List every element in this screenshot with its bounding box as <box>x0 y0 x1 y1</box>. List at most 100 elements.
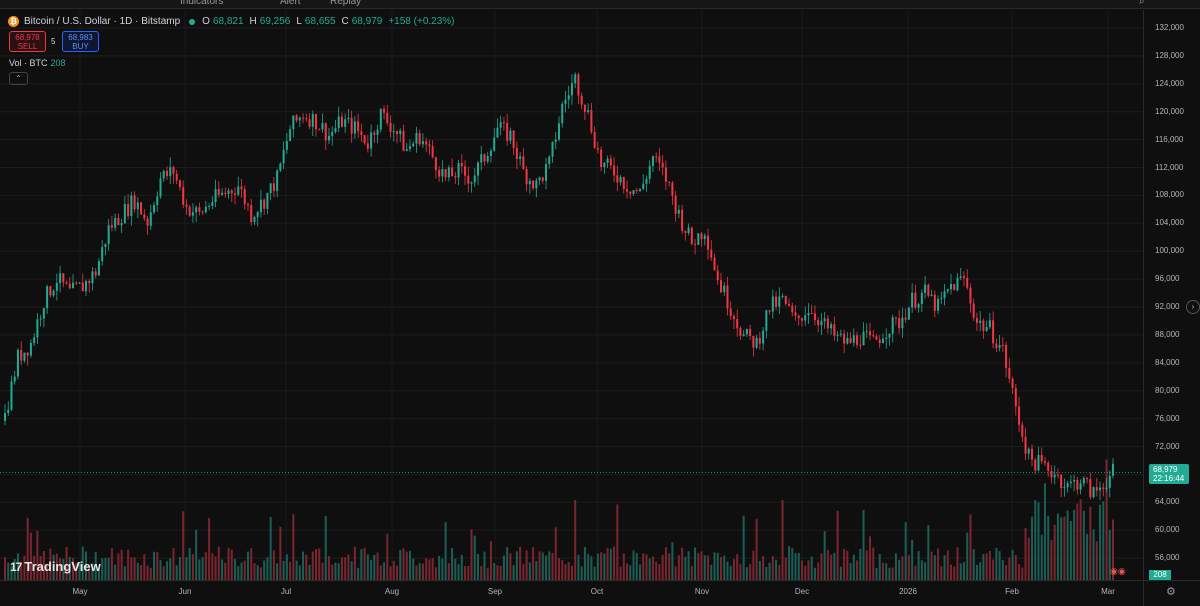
candle-body <box>674 195 677 214</box>
candle-body <box>386 112 389 124</box>
volume-bar <box>807 560 810 580</box>
candle-body <box>768 310 771 312</box>
volume-bar <box>732 559 735 580</box>
candle-body <box>97 261 100 276</box>
candle-body <box>227 190 230 194</box>
volume-bar <box>813 567 816 580</box>
volume-bar <box>719 556 722 580</box>
volume-bar <box>638 564 641 580</box>
symbol-title[interactable]: Bitcoin / U.S. Dollar · 1D · Bitstamp <box>24 16 181 27</box>
toolbar-alert[interactable]: Alert <box>280 0 301 7</box>
volume-bar <box>982 554 985 580</box>
candle-body <box>642 183 645 189</box>
candle-body <box>224 192 227 194</box>
candle-body <box>506 122 509 141</box>
volume-bar <box>995 548 998 580</box>
candle-body <box>7 409 10 414</box>
volume-bar <box>39 555 42 580</box>
volume-bar <box>486 567 489 580</box>
volume-bar <box>985 553 988 580</box>
toolbar-indicators[interactable]: Indicators <box>180 0 224 7</box>
volume-bar <box>587 554 590 580</box>
candle-body <box>661 162 664 168</box>
candle-body <box>885 337 888 339</box>
toolbar-replay[interactable]: Replay <box>330 0 362 7</box>
candle-body <box>1031 448 1034 460</box>
candle-body <box>3 413 7 421</box>
candle-body <box>1079 483 1082 490</box>
volume-bar <box>460 555 463 580</box>
top-right-icon[interactable]: ⌕ <box>1139 0 1145 7</box>
candle-body <box>645 178 648 184</box>
candle-body <box>852 335 855 343</box>
volume-bar <box>726 561 729 580</box>
candle-body <box>515 147 518 160</box>
candle-body <box>930 294 933 296</box>
candle-body <box>331 131 334 136</box>
candle-body <box>859 344 862 346</box>
volume-bar <box>285 554 288 580</box>
candle-body <box>337 116 340 129</box>
volume-bar <box>347 554 350 580</box>
candle-body <box>804 315 807 321</box>
settings-gear-icon[interactable]: ⚙ <box>1166 586 1176 598</box>
candle-body <box>962 276 965 279</box>
time-tick: Dec <box>794 587 810 596</box>
volume-bar <box>849 563 852 580</box>
volume-bar <box>496 565 499 580</box>
event-flags-icon[interactable]: ◉◉ <box>1110 566 1126 576</box>
volume-bar <box>528 562 531 580</box>
volume-bar <box>739 564 742 580</box>
volume-bar <box>383 562 386 580</box>
volume-bar <box>499 565 502 580</box>
volume-bar <box>668 553 671 580</box>
top-toolbar: Indicators Alert Replay ⌕ <box>0 0 1200 9</box>
side-scroll-icon[interactable]: › <box>1186 300 1200 314</box>
candle-body <box>635 190 638 192</box>
candle-body <box>308 119 311 127</box>
axis-corner: ⚙ <box>1143 580 1200 606</box>
candlestick-chart[interactable] <box>0 10 1143 580</box>
volume-bar <box>42 550 45 580</box>
time-tick: Mar <box>1101 587 1115 596</box>
candle-body <box>91 271 94 284</box>
price-tick: 76,000 <box>1155 413 1180 423</box>
price-tick: 116,000 <box>1155 134 1184 144</box>
volume-bar <box>405 551 408 580</box>
volume-bar <box>146 565 149 580</box>
candle-body <box>765 310 768 331</box>
candle-body <box>1086 478 1089 480</box>
volume-bar <box>694 547 697 580</box>
candle-body <box>1105 487 1108 490</box>
candle-body <box>263 199 266 209</box>
volume-bar <box>1092 529 1095 580</box>
candle-body <box>363 134 366 144</box>
volume-bar <box>489 541 492 580</box>
candle-body <box>904 317 907 320</box>
candle-body <box>49 286 52 296</box>
candle-body <box>788 303 791 306</box>
buy-button[interactable]: 68,983 BUY <box>62 31 99 52</box>
candle-body <box>1076 480 1079 490</box>
candle-body <box>664 167 667 182</box>
candle-body <box>140 202 143 215</box>
price-tick: 128,000 <box>1155 50 1184 60</box>
candle-body <box>1053 474 1056 478</box>
collapse-legend-button[interactable]: ⌃ <box>9 72 28 85</box>
sell-button[interactable]: 68,978 SELL <box>9 31 46 52</box>
time-axis[interactable]: May Jun Jul Aug Sep Oct Nov Dec 2026 Feb Mar <box>0 580 1143 606</box>
volume-bar <box>237 566 240 580</box>
volume-bar <box>966 532 969 580</box>
volume-bar <box>784 557 787 580</box>
price-axis[interactable]: 132,000 128,000 124,000 120,000 116,000 112,0… <box>1143 10 1200 580</box>
candle-body <box>162 171 165 179</box>
candle-body <box>943 291 946 299</box>
volume-bar <box>1050 539 1053 580</box>
price-tick: 60,000 <box>1155 525 1180 535</box>
volume-bar <box>198 559 201 580</box>
candle-body <box>460 162 463 167</box>
volume-bar <box>234 558 237 580</box>
chart-pane[interactable] <box>0 10 1143 580</box>
volume-bar <box>956 547 959 580</box>
volume-bar <box>344 557 347 580</box>
